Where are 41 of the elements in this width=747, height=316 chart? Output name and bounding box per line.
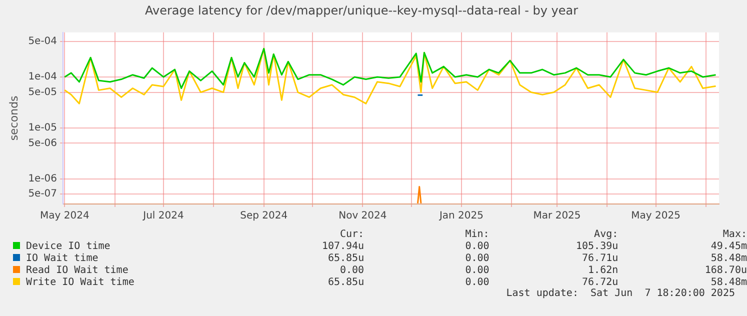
text: 49.45m — [710, 240, 747, 252]
chart-title: Average latency for /dev/mapper/unique--key-mysql--data-real - by year — [144, 3, 578, 18]
text: 168.70u — [704, 264, 747, 276]
y-tick-label: 1e-04 — [28, 72, 58, 83]
text: 58.48m — [710, 252, 747, 264]
text: Min: — [464, 228, 490, 240]
x-tick-label: Jan 2025 — [438, 210, 484, 222]
x-tick-label: Sep 2024 — [240, 210, 288, 222]
text: 0.00 — [464, 276, 490, 288]
y-tick-label: 5e-06 — [28, 138, 58, 149]
text: 65.85u — [326, 252, 364, 264]
text: 107.94u — [320, 240, 364, 252]
text: 0.00 — [464, 252, 490, 264]
text: Last update: Sat Jun 7 18:20:00 2025 — [506, 288, 735, 299]
y-axis-title: seconds — [7, 95, 20, 141]
y-tick-label: 1e-05 — [28, 122, 58, 134]
legend-label: Write IO Wait time — [25, 276, 136, 288]
legend-label: Read IO Wait time — [25, 264, 130, 276]
text: Cur: — [339, 228, 364, 240]
legend-label: Device IO time — [25, 240, 112, 252]
text: 76.71u — [581, 252, 618, 264]
text: 76.72u — [581, 276, 618, 288]
text: Avg: — [593, 228, 618, 240]
text: 65.85u — [326, 276, 364, 288]
x-tick-label: May 2024 — [40, 210, 90, 222]
text: 58.48m — [710, 276, 747, 288]
legend-label: IO Wait time — [25, 252, 100, 264]
x-tick-label: Mar 2025 — [533, 210, 581, 222]
x-tick-label: Jul 2024 — [142, 210, 184, 222]
text: 0.00 — [464, 264, 490, 276]
y-tick-label: 1e-06 — [28, 173, 58, 184]
y-tick-label: 5e-04 — [28, 36, 58, 47]
text: 1.62n — [587, 264, 618, 276]
y-tick-label: 5e-05 — [28, 86, 58, 98]
text: 0.00 — [464, 240, 490, 252]
x-tick-label: Nov 2024 — [338, 210, 387, 222]
text: 0.00 — [339, 264, 364, 276]
text: Max: — [722, 228, 747, 240]
text: 105.39u — [574, 240, 618, 252]
y-tick-label: 5e-07 — [28, 188, 58, 200]
x-tick-label: May 2025 — [631, 210, 680, 222]
